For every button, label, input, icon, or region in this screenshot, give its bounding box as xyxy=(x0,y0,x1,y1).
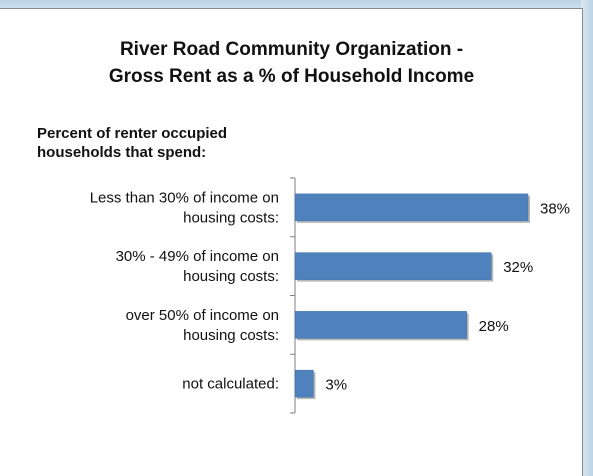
chart-subtitle-line-1: Percent of renter occupied xyxy=(37,125,228,142)
chart-title-line-2: Gross Rent as a % of Household Income xyxy=(108,66,475,87)
category-label-line: over 50% of income on xyxy=(126,307,279,324)
chart-subtitle-line-2: households that spend: xyxy=(37,144,207,161)
data-label: 3% xyxy=(325,377,347,394)
category-label: not calculated: xyxy=(182,376,279,393)
chart-subtitle: Percent of renter occupied households th… xyxy=(37,124,297,162)
chart-title: River Road Community Organization - Gros… xyxy=(0,36,583,90)
bar xyxy=(294,369,314,398)
category-label-line: not calculated: xyxy=(182,376,279,393)
category-label: 30% - 49% of income on housing costs: xyxy=(116,248,279,285)
bar xyxy=(294,252,492,280)
category-label-line: housing costs: xyxy=(183,327,279,344)
window-frame-right xyxy=(581,0,593,476)
chart-title-line-1: River Road Community Organization - xyxy=(119,39,464,60)
category-label-line: housing costs: xyxy=(183,268,279,285)
bar xyxy=(294,311,467,339)
data-label: 28% xyxy=(479,318,509,335)
category-label-line: housing costs: xyxy=(183,209,279,226)
chart-area xyxy=(0,8,583,476)
data-label: 32% xyxy=(503,259,533,276)
data-label: 38% xyxy=(540,200,570,217)
category-label-line: 30% - 49% of income on xyxy=(116,248,279,265)
category-label-line: Less than 30% of income on xyxy=(90,189,279,206)
category-label: over 50% of income on housing costs: xyxy=(126,307,279,344)
bar xyxy=(294,193,529,222)
category-label: Less than 30% of income on housing costs: xyxy=(90,189,279,226)
